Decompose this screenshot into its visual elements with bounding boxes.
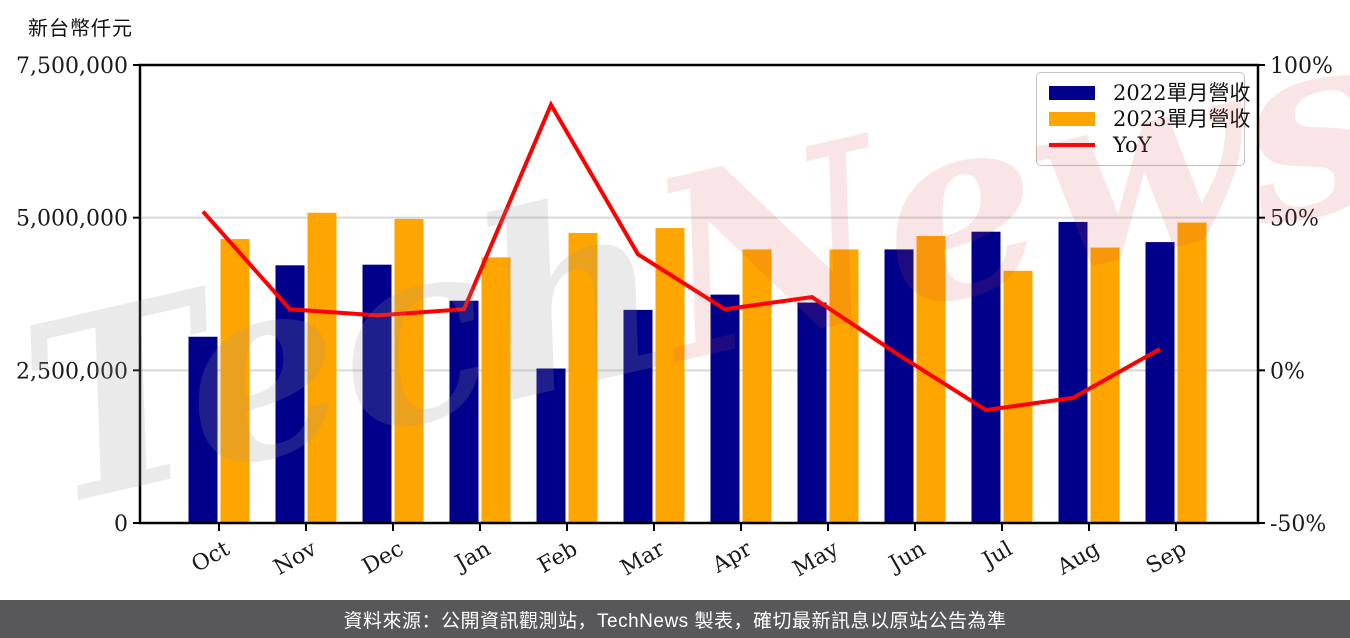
bar-2022單月營收-apr xyxy=(710,294,740,523)
yoy-line xyxy=(201,100,1161,413)
bar-2023單月營收-jan xyxy=(481,257,511,523)
bar-2023單月營收-jul xyxy=(1003,270,1033,523)
right-tick-label-50: 50% xyxy=(1270,207,1319,232)
bar-2023單月營收-mar xyxy=(655,228,685,523)
revenue-yoy-chart: 0 2,500,000 5,000,000 7,500,000 -50% 0% 50% 100… xyxy=(16,54,1333,582)
left-tick-label-5000000: 5,000,000 xyxy=(16,207,128,232)
left-tick-label-2500000: 2,500,000 xyxy=(16,359,128,384)
bar-2022單月營收-nov xyxy=(275,265,305,523)
bar-2023單月營收-feb xyxy=(568,232,598,523)
x-tick-label-jun: Jun xyxy=(884,537,930,578)
bar-2022單月營收-feb xyxy=(536,368,566,523)
legend: 2022單月營收 2023單月營收 YoY xyxy=(1036,72,1250,166)
bar-2023單月營收-apr xyxy=(742,249,772,523)
plot-border xyxy=(138,63,1260,525)
x-tick-label-jul: Jul xyxy=(977,537,1017,575)
x-tick-label-oct: Oct xyxy=(188,536,235,577)
footer-source-text: 資料來源：公開資訊觀測站，TechNews 製表，確切最新訊息以原站公告為準 xyxy=(343,610,1007,632)
right-tick-label-100: 100% xyxy=(1270,54,1333,79)
bar-2023單月營收-nov xyxy=(307,212,337,524)
bar-2022單月營收-jul xyxy=(971,231,1001,523)
legend-item-yoy: YoY xyxy=(1049,132,1232,158)
bar-2023單月營收-oct xyxy=(220,239,250,524)
legend-label-yoy: YoY xyxy=(1113,132,1152,157)
left-tick-label-0: 0 xyxy=(114,512,128,537)
x-tick-label-may: May xyxy=(789,536,844,582)
bar-2023單月營收-may xyxy=(829,249,859,523)
bar-2022單月營收-dec xyxy=(362,264,392,523)
x-tick-label-jan: Jan xyxy=(449,537,495,578)
bar-2023單月營收-dec xyxy=(394,218,424,523)
left-axis-unit-label: 新台幣仟元 xyxy=(28,16,133,40)
x-tick-label-sep: Sep xyxy=(1142,537,1191,580)
bar-2022單月營收-sep xyxy=(1145,242,1175,524)
x-tick-label-aug: Aug xyxy=(1052,537,1104,581)
right-tick-label-0: 0% xyxy=(1270,359,1305,384)
legend-swatch-2022-bar xyxy=(1049,86,1095,100)
x-tick-label-nov: Nov xyxy=(270,536,322,580)
bar-2022單月營收-jun xyxy=(884,249,914,523)
legend-item-2022: 2022單月營收 xyxy=(1049,80,1250,106)
bar-2022單月營收-jan xyxy=(449,300,479,523)
x-tick-label-mar: Mar xyxy=(617,536,670,581)
bar-2022單月營收-oct xyxy=(188,336,218,523)
right-tick-label--50: -50% xyxy=(1270,512,1326,537)
bar-2022單月營收-mar xyxy=(623,309,653,523)
x-tick-label-feb: Feb xyxy=(534,537,582,579)
x-tick-label-dec: Dec xyxy=(358,537,408,580)
footer-bar: 資料來源：公開資訊觀測站，TechNews 製表，確切最新訊息以原站公告為準 xyxy=(0,600,1350,638)
legend-swatch-2023-bar xyxy=(1049,112,1095,126)
bar-2022單月營收-may xyxy=(797,302,827,523)
legend-label-2022: 2022單月營收 xyxy=(1113,80,1251,105)
bar-2022單月營收-aug xyxy=(1058,221,1088,523)
x-tick-label-apr: Apr xyxy=(708,536,757,579)
legend-item-2023: 2023單月營收 xyxy=(1049,106,1250,132)
left-tick-label-7500000: 7,500,000 xyxy=(16,54,128,79)
bar-2023單月營收-sep xyxy=(1177,222,1207,523)
legend-swatch-yoy-line xyxy=(1049,143,1095,147)
legend-label-2023: 2023單月營收 xyxy=(1113,106,1251,131)
